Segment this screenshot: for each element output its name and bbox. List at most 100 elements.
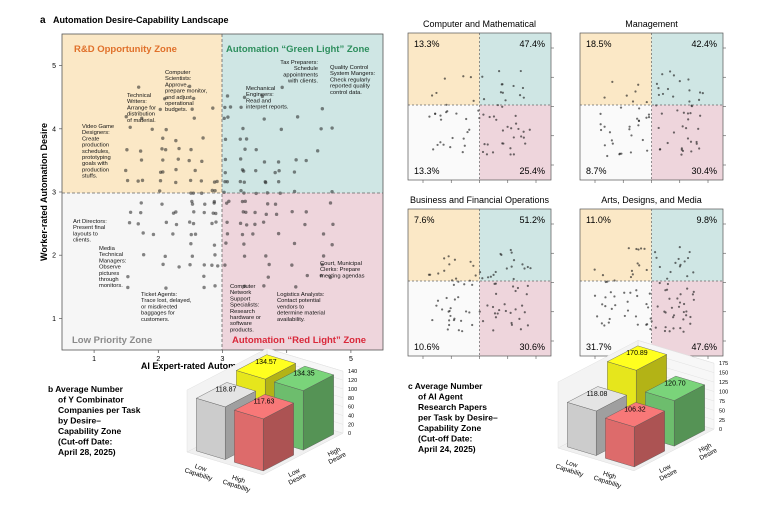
task-point xyxy=(242,254,247,258)
task-point xyxy=(629,291,632,294)
task-point xyxy=(697,127,700,130)
panel-a-letter: a xyxy=(40,15,46,26)
task-point xyxy=(499,252,502,256)
task-point xyxy=(512,258,516,262)
task-point xyxy=(510,321,513,325)
quadrant-percent-br: 30.6% xyxy=(519,342,545,352)
task-point xyxy=(319,127,323,131)
task-point xyxy=(222,116,226,121)
task-point xyxy=(210,263,214,267)
task-point xyxy=(158,107,162,112)
quad-rd xyxy=(580,33,652,106)
z-tick-label: 125 xyxy=(719,380,728,386)
task-point xyxy=(511,285,515,288)
task-point xyxy=(629,275,633,279)
task-point xyxy=(443,269,446,272)
task-point xyxy=(226,115,230,119)
task-point xyxy=(262,117,266,121)
task-point xyxy=(125,178,130,183)
task-point xyxy=(292,189,297,194)
task-point xyxy=(501,105,504,108)
task-point xyxy=(465,117,468,121)
task-point xyxy=(161,136,165,140)
task-point xyxy=(439,141,442,144)
task-point xyxy=(304,158,308,163)
task-point xyxy=(510,265,513,268)
task-point xyxy=(466,130,469,134)
quad-rd xyxy=(408,209,480,282)
task-point xyxy=(698,91,702,94)
task-point xyxy=(604,296,607,299)
task-point xyxy=(517,127,520,131)
task-point xyxy=(680,153,683,156)
task-point xyxy=(608,317,611,321)
task-point xyxy=(626,309,630,312)
task-point xyxy=(280,85,284,90)
task-point xyxy=(126,285,130,290)
quadrant-percent-tr: 9.8% xyxy=(696,215,717,225)
task-point xyxy=(151,232,156,237)
task-point xyxy=(498,70,501,73)
task-point xyxy=(330,243,334,247)
task-point xyxy=(514,114,517,117)
task-point xyxy=(654,326,657,329)
task-point xyxy=(656,305,659,308)
task-point xyxy=(658,265,661,269)
task-point xyxy=(496,312,499,315)
task-point xyxy=(238,179,243,184)
task-point xyxy=(645,323,648,326)
task-point xyxy=(682,310,685,314)
task-point xyxy=(199,191,204,195)
task-point xyxy=(320,262,324,267)
task-point xyxy=(491,151,495,154)
task-point xyxy=(697,98,701,101)
quadrant-percent-bl: 8.7% xyxy=(586,166,607,176)
occupation-panels: Computer and Mathematical 13.3% 47.4% 13.3%… xyxy=(407,19,726,359)
annotation-comp-sci: Computer Scientists: Approve, prepare monit… xyxy=(165,70,208,113)
task-point xyxy=(512,277,515,281)
task-point xyxy=(683,260,686,263)
quad-low xyxy=(408,105,480,180)
annotation-mech-eng: Mechanical Engineers: Read and interpret re… xyxy=(246,86,289,111)
task-point xyxy=(628,128,631,131)
task-point xyxy=(315,149,320,153)
task-point xyxy=(319,273,323,278)
task-point xyxy=(593,294,597,297)
quadrant-percent-bl: 31.7% xyxy=(586,342,612,352)
task-point xyxy=(647,113,651,116)
task-point xyxy=(520,304,524,307)
task-point xyxy=(138,149,143,153)
task-point xyxy=(481,277,484,280)
task-point xyxy=(492,273,495,276)
task-point xyxy=(494,270,497,274)
task-point xyxy=(223,105,227,110)
task-point xyxy=(486,276,490,279)
bar-high-cap-low-desire xyxy=(604,402,666,468)
task-point xyxy=(222,190,226,194)
quad-low xyxy=(408,281,480,356)
task-point xyxy=(471,283,474,286)
z-tick-label: 100 xyxy=(719,389,728,395)
quadrant-percent-tl: 13.3% xyxy=(414,39,440,49)
bar-value-label: 134.35 xyxy=(293,370,315,377)
task-point xyxy=(439,118,443,121)
task-point xyxy=(501,83,504,86)
task-point xyxy=(680,147,683,150)
task-point xyxy=(211,106,215,110)
task-point xyxy=(512,136,515,139)
x-label-low: LowCapability xyxy=(184,461,216,483)
task-point xyxy=(432,148,435,151)
task-point xyxy=(136,179,140,183)
task-point xyxy=(525,293,528,296)
task-point xyxy=(163,254,167,259)
task-point xyxy=(699,114,702,117)
annotation-qc-mgr: Quality Control System Mangers: Check regu… xyxy=(330,65,375,96)
task-point xyxy=(212,199,217,204)
task-point xyxy=(509,248,512,252)
task-point xyxy=(493,312,497,315)
task-point xyxy=(126,274,130,279)
task-point xyxy=(655,256,658,259)
task-point xyxy=(695,140,698,144)
occupation-panel-title: Computer and Mathematical xyxy=(423,19,536,29)
quadrant-percent-bl: 10.6% xyxy=(414,342,440,352)
